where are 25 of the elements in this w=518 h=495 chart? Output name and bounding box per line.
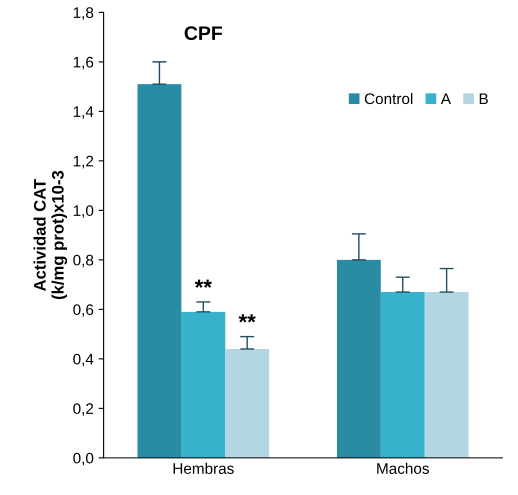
y-tick-label: 1,4 xyxy=(74,106,94,119)
text: CPF xyxy=(184,26,222,40)
legend-label: Control xyxy=(364,92,412,104)
bar xyxy=(225,348,270,458)
annotation: ** xyxy=(238,314,256,322)
annotation: ** xyxy=(194,280,212,288)
y-tick-label: 0,8 xyxy=(73,254,94,268)
legend-label: A xyxy=(440,94,451,104)
x-tick-label: Hembras xyxy=(174,462,234,474)
y-tick-label: 1,6 xyxy=(74,56,94,70)
y-tick-label: 0,0 xyxy=(73,452,94,466)
bar xyxy=(380,292,425,458)
y-tick-label: 1,8 xyxy=(74,7,94,20)
x-tick-label: Machos xyxy=(377,462,429,474)
y-tick-label: 0,4 xyxy=(73,354,94,366)
bar xyxy=(336,260,381,458)
bar xyxy=(424,292,469,458)
y-axis-title: Actividad CAT (k/mg prot)x10-3 xyxy=(34,170,68,300)
y-tick-label: 1,0 xyxy=(74,205,94,218)
legend-label: B xyxy=(480,94,488,104)
y-tick-label: 1,2 xyxy=(74,156,94,168)
y-tick-label: 0,2 xyxy=(73,403,94,416)
y-tick-label: 0,6 xyxy=(73,304,94,317)
bar xyxy=(181,312,226,458)
bar xyxy=(138,84,182,458)
